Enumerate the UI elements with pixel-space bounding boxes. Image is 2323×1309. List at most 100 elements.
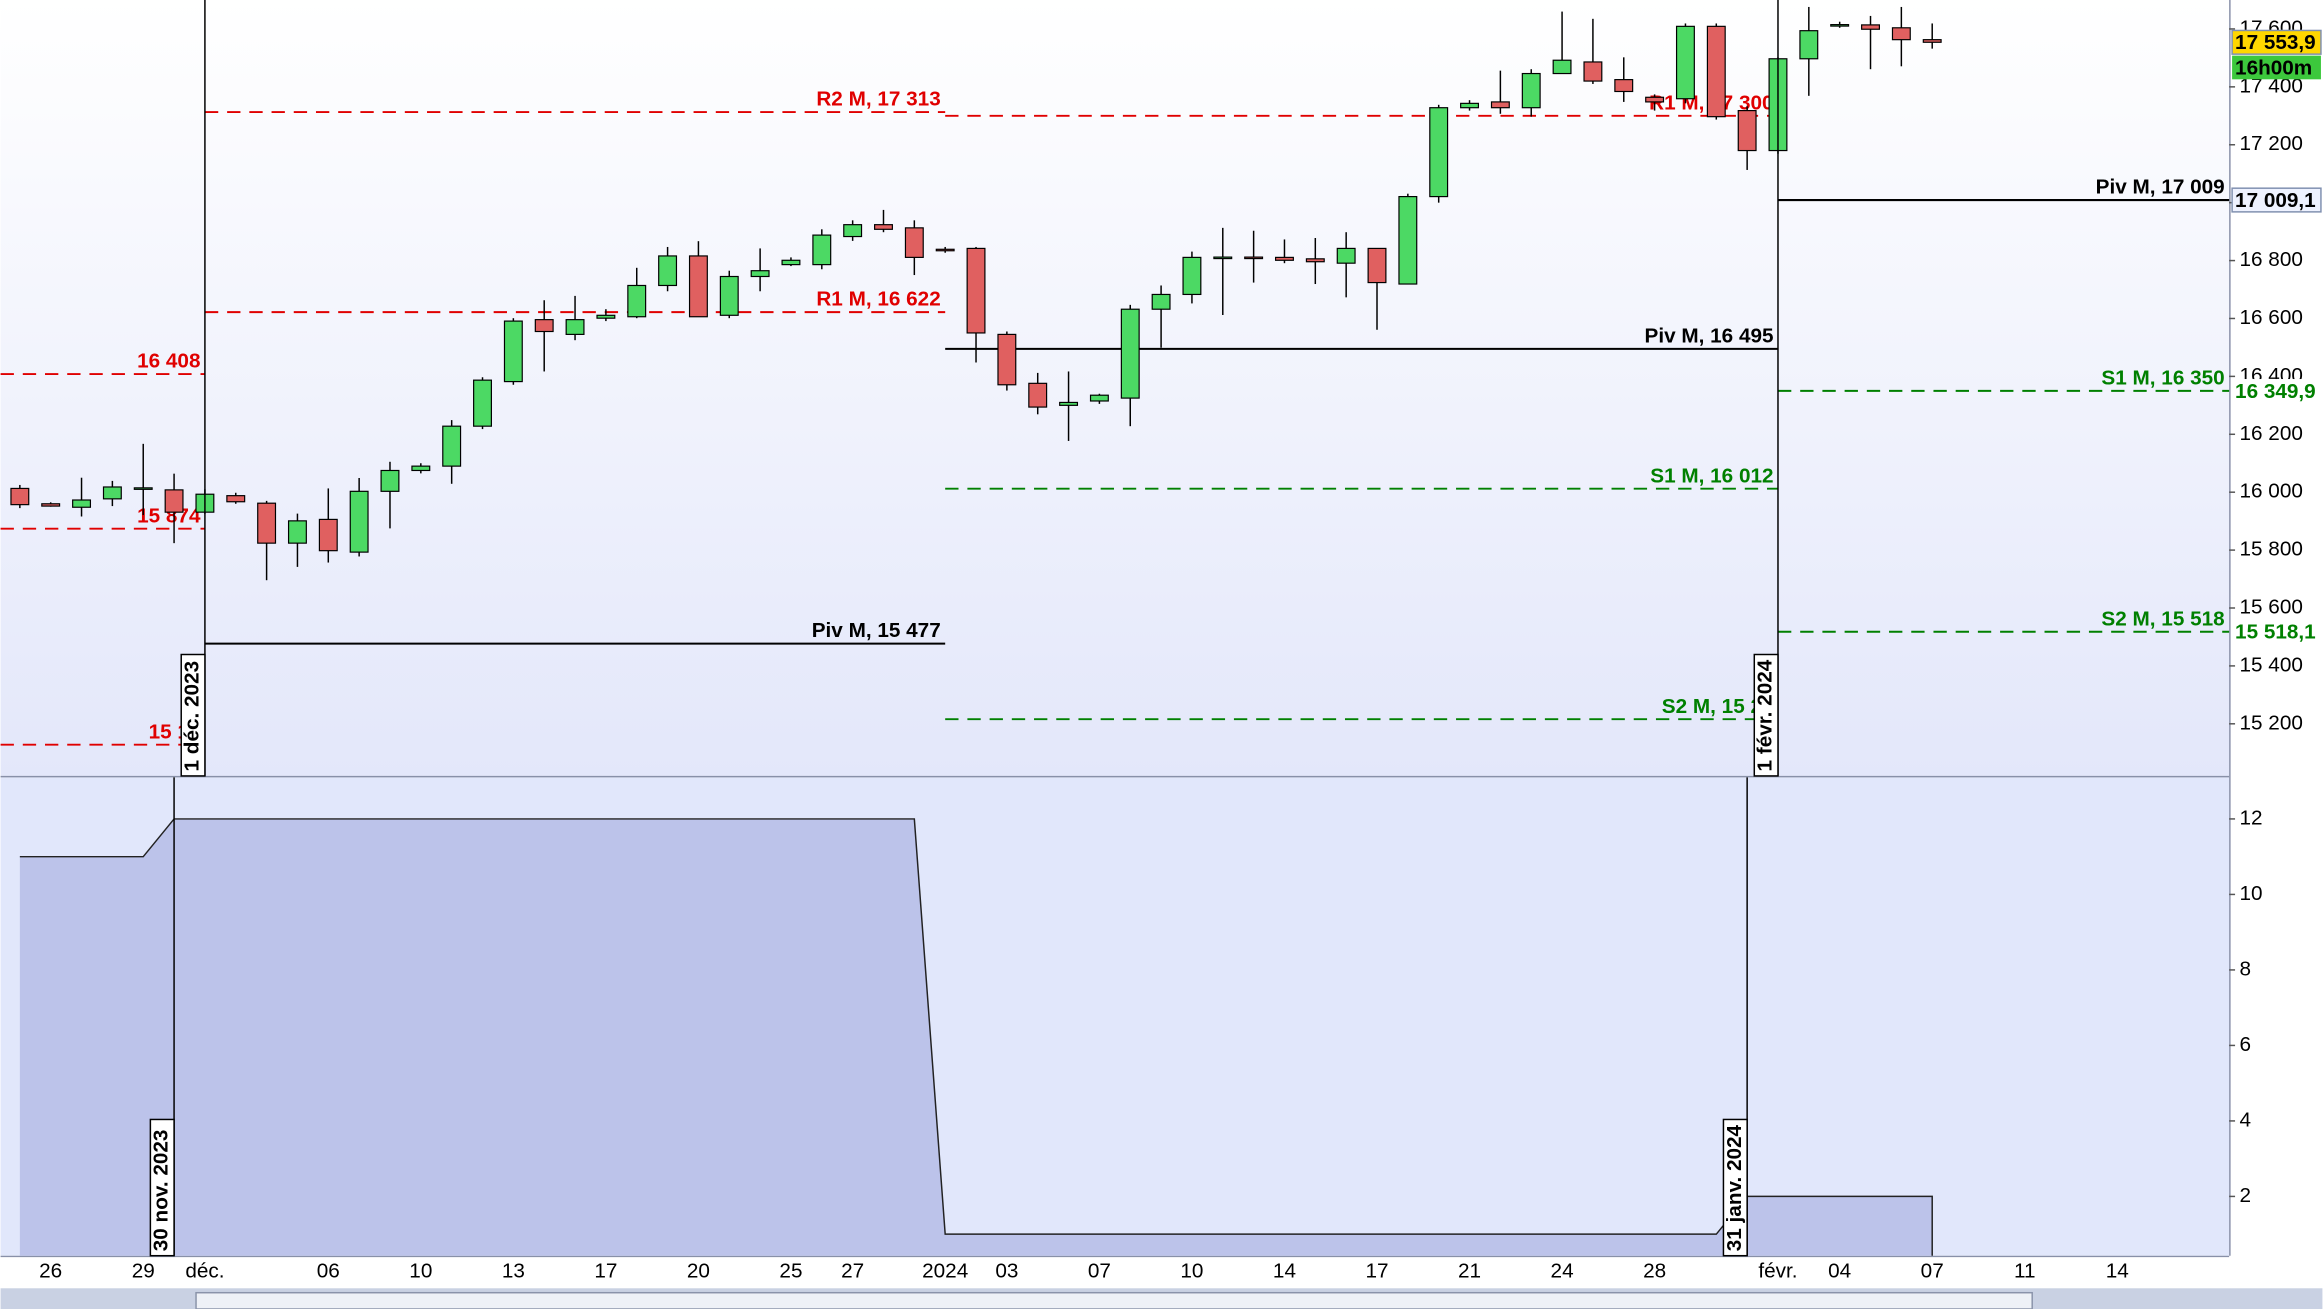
candle-body <box>966 247 986 334</box>
candle-body <box>1552 59 1572 75</box>
plot-layer: 15 200 15 400 15 600 15 800 16 000 16 200 16 4… <box>0 0 2322 1282</box>
y-tick-label: 8 <box>2240 957 2252 980</box>
pivot-label: Piv M, 15 477 <box>812 619 941 642</box>
x-tick-label: déc. <box>185 1259 224 1282</box>
x-tick-label: 17 <box>594 1259 617 1282</box>
candle-body <box>1830 24 1850 27</box>
candle-body <box>257 502 277 544</box>
pivot-label: S1 M, 16 012 <box>1650 464 1773 487</box>
y-tick-label: 15 600 <box>2240 595 2303 618</box>
price-tag <box>2232 619 2321 644</box>
x-tick-label: 25 <box>779 1259 802 1282</box>
x-tick-label: 10 <box>1180 1259 1203 1282</box>
x-tick-label: 03 <box>995 1259 1018 1282</box>
pivot-label: S2 M, 15 518 <box>2101 607 2224 630</box>
y-tick-label: 12 <box>2240 806 2263 829</box>
price-tag <box>2232 379 2321 403</box>
pivot-label: 15 874 <box>137 504 201 527</box>
candle-body <box>812 234 832 266</box>
candle-body <box>874 224 893 230</box>
x-tick-label: 10 <box>409 1259 432 1282</box>
upper-panel <box>0 0 2230 776</box>
price-tag-label: 16 349,9 <box>2235 380 2316 403</box>
x-tick-label: 17 <box>1365 1259 1388 1282</box>
date-marker-box <box>180 653 206 777</box>
candle-body <box>473 379 492 427</box>
candle-body <box>411 465 431 472</box>
pivot-label: R2 M, 17 313 <box>816 88 940 111</box>
candle-body <box>688 255 708 318</box>
candle-body <box>1614 79 1634 93</box>
candle-body <box>1089 394 1109 402</box>
x-tick-label: 26 <box>39 1259 62 1282</box>
candle-body <box>781 259 801 266</box>
candle-body <box>565 319 585 335</box>
candle-body <box>349 490 369 553</box>
x-tick-label: févr. <box>1758 1259 1797 1282</box>
candle-body <box>534 319 554 333</box>
y-tick-label: 17 200 <box>2240 132 2303 155</box>
candle-body <box>164 489 184 513</box>
candle-body <box>1737 110 1757 152</box>
candle-body <box>1429 107 1449 198</box>
x-tick-label: 20 <box>687 1259 710 1282</box>
date-marker-label: 1 déc. 2023 <box>181 661 204 772</box>
candle-body <box>719 275 739 316</box>
candle-body <box>1799 30 1819 60</box>
area-fill <box>19 818 1933 1256</box>
x-tick-label: 21 <box>1458 1259 1481 1282</box>
candle-body <box>1706 25 1726 118</box>
price-tag-label: 17 009,1 <box>2235 189 2316 212</box>
x-tick-label: 28 <box>1643 1259 1666 1282</box>
date-marker-label: 31 janv. 2024 <box>1723 1124 1746 1251</box>
candle-body <box>226 495 246 503</box>
price-tag-label: 15 518,1 <box>2235 621 2316 644</box>
candle-body <box>72 499 92 508</box>
x-tick-label: 27 <box>841 1259 864 1282</box>
pivot-label: 16 408 <box>137 350 200 373</box>
pivot-label: S1 M, 16 350 <box>2101 366 2224 389</box>
candle-body <box>935 248 955 252</box>
y-tick-label: 16 600 <box>2240 306 2303 329</box>
area-line <box>19 818 1933 1256</box>
candle-body <box>1583 61 1603 82</box>
candle-body <box>41 503 61 507</box>
candle-body <box>1891 27 1911 41</box>
date-marker-box <box>1722 1118 1748 1257</box>
candle-body <box>442 425 462 467</box>
pivot-label: Piv M, 17 009 <box>2096 176 2225 199</box>
candle-body <box>750 270 770 278</box>
candle-body <box>658 255 678 287</box>
candle-body <box>1367 247 1387 284</box>
candle-body <box>287 520 307 544</box>
candle-body <box>1645 96 1665 103</box>
x-tick-label: 29 <box>132 1259 155 1282</box>
candle-body <box>1213 256 1233 260</box>
y-tick-label: 16 800 <box>2240 248 2303 271</box>
candle-body <box>1490 101 1510 109</box>
pivot-label: R1 M, 16 622 <box>816 288 940 311</box>
timer-box <box>2232 55 2321 80</box>
x-tick-label: 07 <box>1088 1259 1111 1282</box>
y-tick-label: 17 400 <box>2240 74 2303 97</box>
x-tick-label: 11 <box>2014 1259 2036 1282</box>
candle-body <box>1120 308 1140 399</box>
candle-body <box>1521 72 1541 109</box>
candle-body <box>1151 293 1171 310</box>
candle-body <box>997 333 1017 386</box>
candle-body <box>904 227 924 258</box>
x-tick-label: 2024 <box>922 1259 968 1282</box>
x-tick-label: 24 <box>1551 1259 1574 1282</box>
date-marker-box <box>149 1118 175 1257</box>
candle-body <box>503 320 523 383</box>
x-tick-label: 06 <box>317 1259 340 1282</box>
candle-body <box>1274 256 1294 261</box>
scrollbar[interactable] <box>195 1291 2033 1309</box>
x-tick-label: 04 <box>1828 1259 1851 1282</box>
candle-body <box>318 518 338 552</box>
y-tick-label: 4 <box>2240 1108 2252 1131</box>
candle-body <box>1861 24 1880 30</box>
price-tag <box>2231 29 2322 55</box>
candle-body <box>380 469 400 492</box>
